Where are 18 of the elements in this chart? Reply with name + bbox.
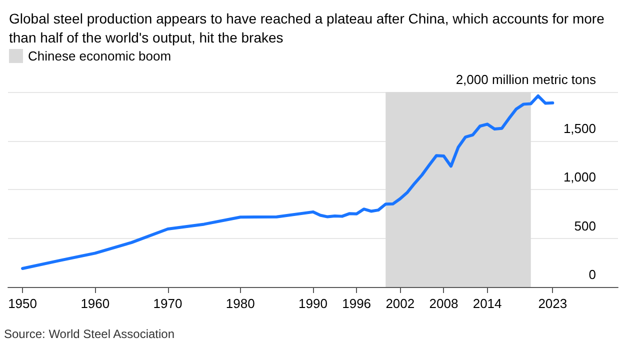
legend-label: Chinese economic boom: [28, 48, 172, 64]
chart-title: Global steel production appears to have reached a plateau after China, which accounts for more than half of the world's output, hit the brakes: [9, 10, 608, 46]
y-tick-label: 0: [588, 267, 596, 282]
x-tick-label: 1960: [80, 296, 110, 311]
x-tick-label: 1950: [8, 296, 37, 311]
x-tick-label: 1980: [226, 296, 255, 311]
y-tick-label: 2,000 million metric tons: [456, 72, 596, 87]
source-note: Source: World Steel Association: [4, 327, 175, 341]
x-tick-label: 2014: [472, 296, 502, 311]
x-tick-label: 1990: [298, 296, 328, 311]
y-tick-label: 1,000: [563, 170, 596, 184]
x-tick-label: 2002: [386, 296, 415, 311]
x-tick-label: 1970: [153, 296, 182, 311]
y-tick-label: 500: [574, 218, 596, 234]
x-tick-label: 1996: [342, 296, 372, 311]
y-tick-label: 1,500: [563, 120, 596, 136]
x-tick-label: 2023: [538, 296, 568, 311]
x-tick-label: 2008: [429, 296, 458, 311]
